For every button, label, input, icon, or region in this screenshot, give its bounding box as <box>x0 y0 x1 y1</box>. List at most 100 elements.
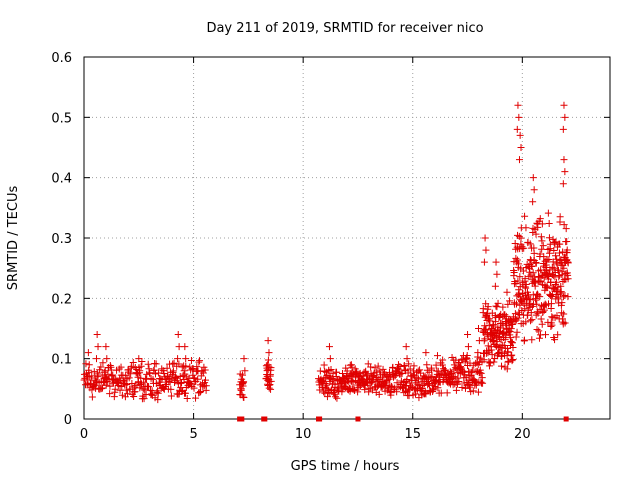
data-point <box>82 360 90 368</box>
data-point <box>513 300 521 308</box>
data-point <box>393 388 401 396</box>
data-point <box>106 361 114 369</box>
data-point <box>530 249 538 257</box>
data-point <box>477 378 485 386</box>
data-point <box>145 383 153 391</box>
data-point <box>130 392 138 400</box>
data-series <box>80 101 572 422</box>
data-point <box>150 366 158 374</box>
x-tick-label: 20 <box>514 427 531 442</box>
data-point <box>147 391 155 399</box>
data-point <box>102 381 110 389</box>
axis-ticks <box>83 56 610 420</box>
data-point <box>492 258 500 266</box>
data-point <box>326 355 334 363</box>
data-point <box>340 382 348 390</box>
data-point <box>172 374 180 382</box>
data-point <box>163 364 171 372</box>
data-point <box>559 320 567 328</box>
data-point <box>513 328 521 336</box>
data-point <box>476 366 484 374</box>
data-point <box>527 295 535 303</box>
data-point <box>542 331 550 339</box>
data-point <box>554 331 562 339</box>
data-point <box>347 361 355 369</box>
data-point <box>505 357 513 365</box>
data-point <box>556 240 564 248</box>
data-point <box>178 363 186 371</box>
data-point <box>520 336 528 344</box>
data-point <box>521 275 529 283</box>
data-point <box>194 375 202 383</box>
data-point <box>468 366 476 374</box>
data-point <box>354 388 362 396</box>
data-point <box>179 372 187 380</box>
data-point <box>152 380 160 388</box>
data-point <box>175 360 183 368</box>
data-point <box>333 394 341 402</box>
data-point <box>554 266 562 274</box>
data-point <box>376 367 384 375</box>
data-point <box>118 391 126 399</box>
data-point <box>564 259 572 267</box>
data-point <box>138 358 146 366</box>
data-point <box>564 275 572 283</box>
data-point <box>533 300 541 308</box>
data-point <box>503 365 511 373</box>
y-tick-label: 0.1 <box>51 353 72 368</box>
data-point <box>501 311 509 319</box>
y-axis-label: SRMTID / TECUs <box>6 186 21 291</box>
data-point <box>507 338 515 346</box>
data-point <box>351 387 359 395</box>
data-point <box>521 212 529 220</box>
data-point <box>549 272 557 280</box>
data-point <box>481 335 489 343</box>
data-point <box>432 361 440 369</box>
data-point <box>237 385 245 393</box>
data-point <box>176 372 184 380</box>
data-point <box>543 284 551 292</box>
data-point <box>552 252 560 260</box>
data-point <box>153 388 161 396</box>
data-point <box>266 381 274 389</box>
data-point <box>504 358 512 366</box>
data-point <box>527 317 535 325</box>
data-point <box>439 356 447 364</box>
data-point <box>347 385 355 393</box>
data-point <box>474 349 482 357</box>
data-point <box>504 300 512 308</box>
data-point <box>362 367 370 375</box>
data-point <box>488 351 496 359</box>
zero-point <box>262 416 268 422</box>
data-point <box>122 371 130 379</box>
data-point <box>151 370 159 378</box>
data-point <box>137 362 145 370</box>
data-point <box>509 343 517 351</box>
data-point <box>323 381 331 389</box>
data-point <box>190 374 198 382</box>
data-point <box>506 334 514 342</box>
data-point <box>422 349 430 357</box>
data-point <box>552 278 560 286</box>
data-point <box>197 388 205 396</box>
data-point <box>487 346 495 354</box>
data-point <box>403 375 411 383</box>
data-point <box>529 224 537 232</box>
grid-lines <box>84 57 610 419</box>
data-point <box>538 320 546 328</box>
data-point <box>183 395 191 403</box>
data-point <box>528 316 536 324</box>
data-point <box>481 234 489 242</box>
data-point <box>560 310 568 318</box>
data-point <box>489 322 497 330</box>
data-point <box>469 387 477 395</box>
data-point <box>414 381 422 389</box>
data-point <box>534 309 542 317</box>
data-point <box>106 390 114 398</box>
data-point <box>464 343 472 351</box>
data-point <box>556 213 564 221</box>
data-point <box>348 377 356 385</box>
data-point <box>97 363 105 371</box>
data-point <box>514 101 522 109</box>
data-point <box>325 343 333 351</box>
